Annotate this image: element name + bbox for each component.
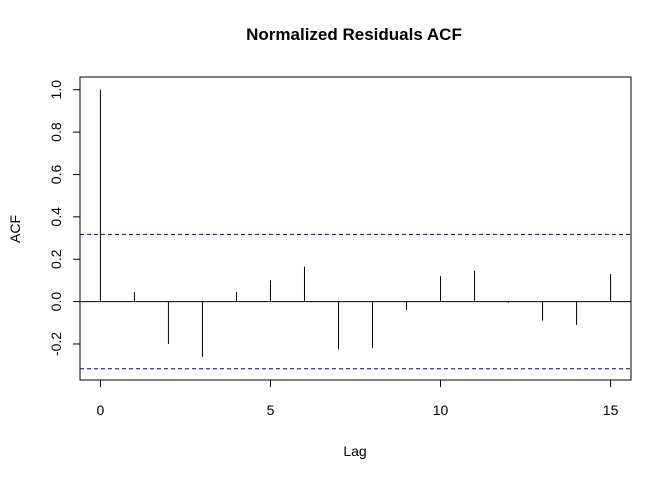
y-axis: -0.2 0.0 0.2 0.4 0.6 0.8 1.0 xyxy=(48,80,81,356)
x-tick-label: 5 xyxy=(267,402,275,418)
x-axis-label: Lag xyxy=(343,443,366,459)
y-tick-label: 0.8 xyxy=(48,122,64,142)
chart-title: Normalized Residuals ACF xyxy=(246,25,462,44)
y-tick-label: -0.2 xyxy=(48,332,64,356)
y-tick-label: 0.0 xyxy=(48,292,64,312)
y-tick-label: 1.0 xyxy=(48,80,64,100)
x-axis: 0 5 10 15 xyxy=(97,379,619,418)
y-tick-label: 0.4 xyxy=(48,207,64,227)
x-tick-label: 10 xyxy=(433,402,449,418)
y-axis-label: ACF xyxy=(7,215,23,243)
plot-frame xyxy=(79,76,632,381)
y-tick-label: 0.2 xyxy=(48,249,64,269)
acf-bars xyxy=(99,89,612,357)
confidence-bounds xyxy=(80,233,631,370)
y-tick-label: 0.6 xyxy=(48,165,64,185)
x-tick-label: 0 xyxy=(97,402,105,418)
x-tick-label: 15 xyxy=(603,402,619,418)
